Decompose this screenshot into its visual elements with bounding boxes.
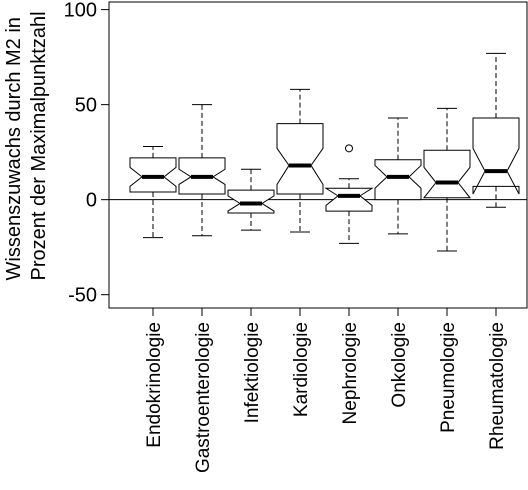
box-kardiologie bbox=[276, 88, 324, 233]
x-category-label: Onkologie bbox=[389, 322, 410, 408]
outlier-point bbox=[345, 144, 353, 153]
box-rheumatologie bbox=[472, 52, 520, 208]
box-gastroenterologie bbox=[178, 104, 226, 237]
x-category-label: Nephrologie bbox=[340, 322, 361, 424]
plot-frame bbox=[108, 1, 528, 309]
y-tick-label: 100 bbox=[64, 0, 97, 22]
x-category-label: Gastroenterologie bbox=[193, 322, 214, 473]
y-axis: -50 0 50 100 bbox=[64, 0, 109, 307]
notched-box bbox=[422, 149, 472, 199]
y-axis-title-line-1: Wissenszuwachs durch M2 in bbox=[3, 17, 25, 280]
box-onkologie bbox=[374, 117, 422, 235]
box-infektiologie bbox=[227, 168, 275, 231]
box-endokrinologie bbox=[129, 145, 177, 239]
notched-box bbox=[472, 117, 520, 195]
x-category-label: Infektiologie bbox=[242, 322, 263, 423]
y-tick-label: -50 bbox=[68, 285, 97, 307]
notched-box bbox=[324, 187, 374, 212]
notched-box bbox=[276, 123, 324, 195]
x-category-label: Rheumatologie bbox=[487, 322, 508, 450]
y-tick-label: 0 bbox=[86, 190, 97, 212]
box-pneumologie bbox=[422, 107, 472, 252]
x-axis-labels: Endokrinologie Gastroenterologie Infektiol… bbox=[144, 308, 508, 473]
boxes-group bbox=[129, 52, 520, 252]
box-nephrologie bbox=[324, 144, 374, 244]
x-category-label: Pneumologie bbox=[438, 322, 459, 433]
x-category-label: Kardiologie bbox=[291, 322, 312, 417]
y-axis-title-line-2: Prozent der Maximalpunktzahl bbox=[28, 11, 50, 280]
x-category-label: Endokrinologie bbox=[144, 322, 165, 448]
notched-box bbox=[374, 159, 422, 201]
y-tick-label: 50 bbox=[75, 95, 97, 117]
y-axis-title: Wissenszuwachs durch M2 in Prozent der M… bbox=[3, 11, 50, 280]
